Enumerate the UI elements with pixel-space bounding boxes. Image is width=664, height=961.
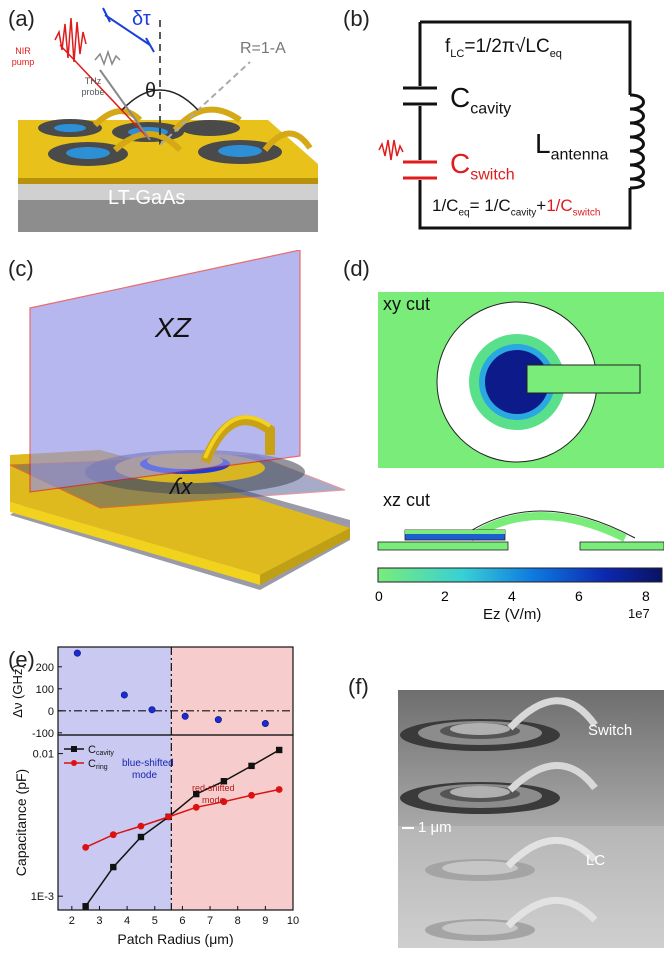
- x-tick-label: 8: [235, 915, 241, 927]
- x-tick-label: 9: [262, 915, 268, 927]
- colorbar-tick: 4: [508, 588, 516, 604]
- legend-marker: [71, 746, 77, 752]
- cavity-point: [137, 833, 145, 841]
- cavity-point: [82, 903, 89, 910]
- ring-point: [248, 791, 255, 799]
- delay-label: δτ: [132, 8, 151, 30]
- reflectance-label: R=1-A: [240, 40, 286, 57]
- delta-nu-point: [181, 712, 189, 720]
- ring-point: [165, 813, 172, 821]
- mode-region: [58, 647, 172, 735]
- switch-capacitor-label: Cswitch: [450, 148, 515, 184]
- bottom-axes-frame: [57, 734, 294, 911]
- mode-region: [171, 647, 293, 735]
- panel-c-schematic: [9, 249, 350, 590]
- ring-point: [275, 786, 283, 793]
- mode-region: [171, 735, 293, 910]
- panel-d: (d) xy cut xz cut 0 2: [335, 250, 664, 623]
- theta-label: θ: [145, 80, 157, 102]
- cavity-point: [248, 762, 255, 770]
- y-tick-label: -100: [32, 728, 54, 740]
- x-tick-label: 7: [207, 915, 213, 927]
- panel-a-schematic: [18, 7, 318, 232]
- x-tick-label: 10: [287, 915, 299, 927]
- delta-nu-point: [261, 720, 269, 728]
- xy-plane-label: xy: [170, 477, 192, 502]
- delta-nu-point: [214, 716, 222, 724]
- x-tick-label: 2: [69, 915, 75, 927]
- ring-point: [137, 822, 145, 830]
- colorbar-tick: 6: [575, 588, 583, 604]
- y-tick-label: 1E-3: [31, 891, 54, 903]
- y-tick-label: 100: [36, 684, 54, 696]
- delta-nu-point: [73, 649, 81, 657]
- x-tick-label: 5: [152, 915, 158, 927]
- colorbar-label: Ez (V/m): [483, 606, 542, 623]
- colorbar-tick: 8: [642, 588, 650, 604]
- xz-cut-label: xz cut: [383, 490, 431, 510]
- series-line-cavity: [85, 749, 280, 907]
- panel-f-label: (f): [348, 674, 369, 699]
- nir-pump-label: NIR pump: [11, 46, 35, 67]
- panel-a: (a): [0, 0, 330, 235]
- cavity-capacitor-label: Ccavity: [450, 82, 512, 118]
- panel-a-label: (a): [8, 6, 35, 31]
- colorbar-tick: 2: [441, 588, 449, 604]
- cavity-point: [220, 778, 228, 785]
- colorbar-exponent: 1e7: [628, 606, 650, 621]
- panel-c: (c) XZ xy: [0, 249, 350, 590]
- cavity-point: [275, 746, 283, 754]
- blue-shifted-mode-text: mode: [132, 770, 158, 781]
- lc-sem-label: LC: [586, 852, 606, 869]
- substrate-label: LT-GaAs: [108, 187, 186, 209]
- panel-e-chart: 200 100 0 -100 Δν (GHz) 0.01 1E-3 2 3 4 5 6 7 8 9 10 Cap…: [10, 646, 299, 947]
- panel-b: (b) fLC=1/2π√LCeq Ccavity Lantenna Cswit…: [335, 0, 664, 235]
- series-line-ring: [85, 788, 280, 849]
- panel-e: (e) 200 100 0 -100 Δν (GHz) 0.01 1E-3 2 3 4 5 6 7 8 9 1…: [0, 635, 300, 956]
- top-y-axis-label: Δν (GHz): [10, 664, 25, 717]
- delta-nu-point: [120, 691, 128, 699]
- sem-images: [398, 690, 664, 948]
- ring-point: [220, 798, 228, 806]
- ring-point: [82, 843, 90, 851]
- xz-plane-label: XZ: [155, 312, 191, 343]
- field-maps: [377, 292, 664, 583]
- bottom-y-axis-label: Capacitance (pF): [13, 769, 29, 876]
- panel-f: (f) Switch: [340, 674, 664, 956]
- panel-d-label: (d): [343, 256, 370, 281]
- red-shifted-mode-text: mode: [202, 795, 225, 805]
- y-tick-label: 200: [36, 662, 54, 674]
- delta-nu-point: [148, 706, 156, 714]
- flc-formula: fLC=1/2π√LCeq: [445, 36, 562, 60]
- y-tick-label: 0: [48, 706, 54, 718]
- panel-b-label: (b): [343, 6, 370, 31]
- panel-e-label: (e): [8, 647, 35, 672]
- colorbar-tick: 0: [375, 588, 383, 604]
- x-tick-label: 6: [179, 915, 185, 927]
- antenna-inductor-label: Lantenna: [535, 128, 609, 164]
- blue-shifted-text: blue-shifted: [122, 758, 174, 769]
- scale-bar-label: 1 μm: [418, 819, 452, 836]
- y-tick-label: 0.01: [33, 749, 54, 761]
- x-tick-label: 4: [124, 915, 130, 927]
- switch-sem-label: Switch: [588, 722, 633, 739]
- xy-cut-label: xy cut: [383, 294, 431, 314]
- cavity-point: [193, 790, 200, 798]
- x-tick-label: 3: [96, 915, 102, 927]
- cavity-point: [110, 863, 117, 871]
- lc-circuit: [378, 20, 645, 230]
- x-axis-label: Patch Radius (μm): [117, 931, 233, 947]
- red-shifted-text: red-shifted: [192, 783, 235, 793]
- ceq-formula: 1/Ceq= 1/Ccavity+1/Cswitch: [432, 196, 601, 219]
- thz-probe-label: THz probe: [81, 76, 105, 97]
- ring-point: [109, 831, 117, 839]
- colorbar-ticks: 0 2 4 6 8: [371, 588, 664, 608]
- legend-marker: [71, 760, 77, 766]
- ring-point: [192, 803, 200, 811]
- panel-c-label: (c): [8, 256, 34, 281]
